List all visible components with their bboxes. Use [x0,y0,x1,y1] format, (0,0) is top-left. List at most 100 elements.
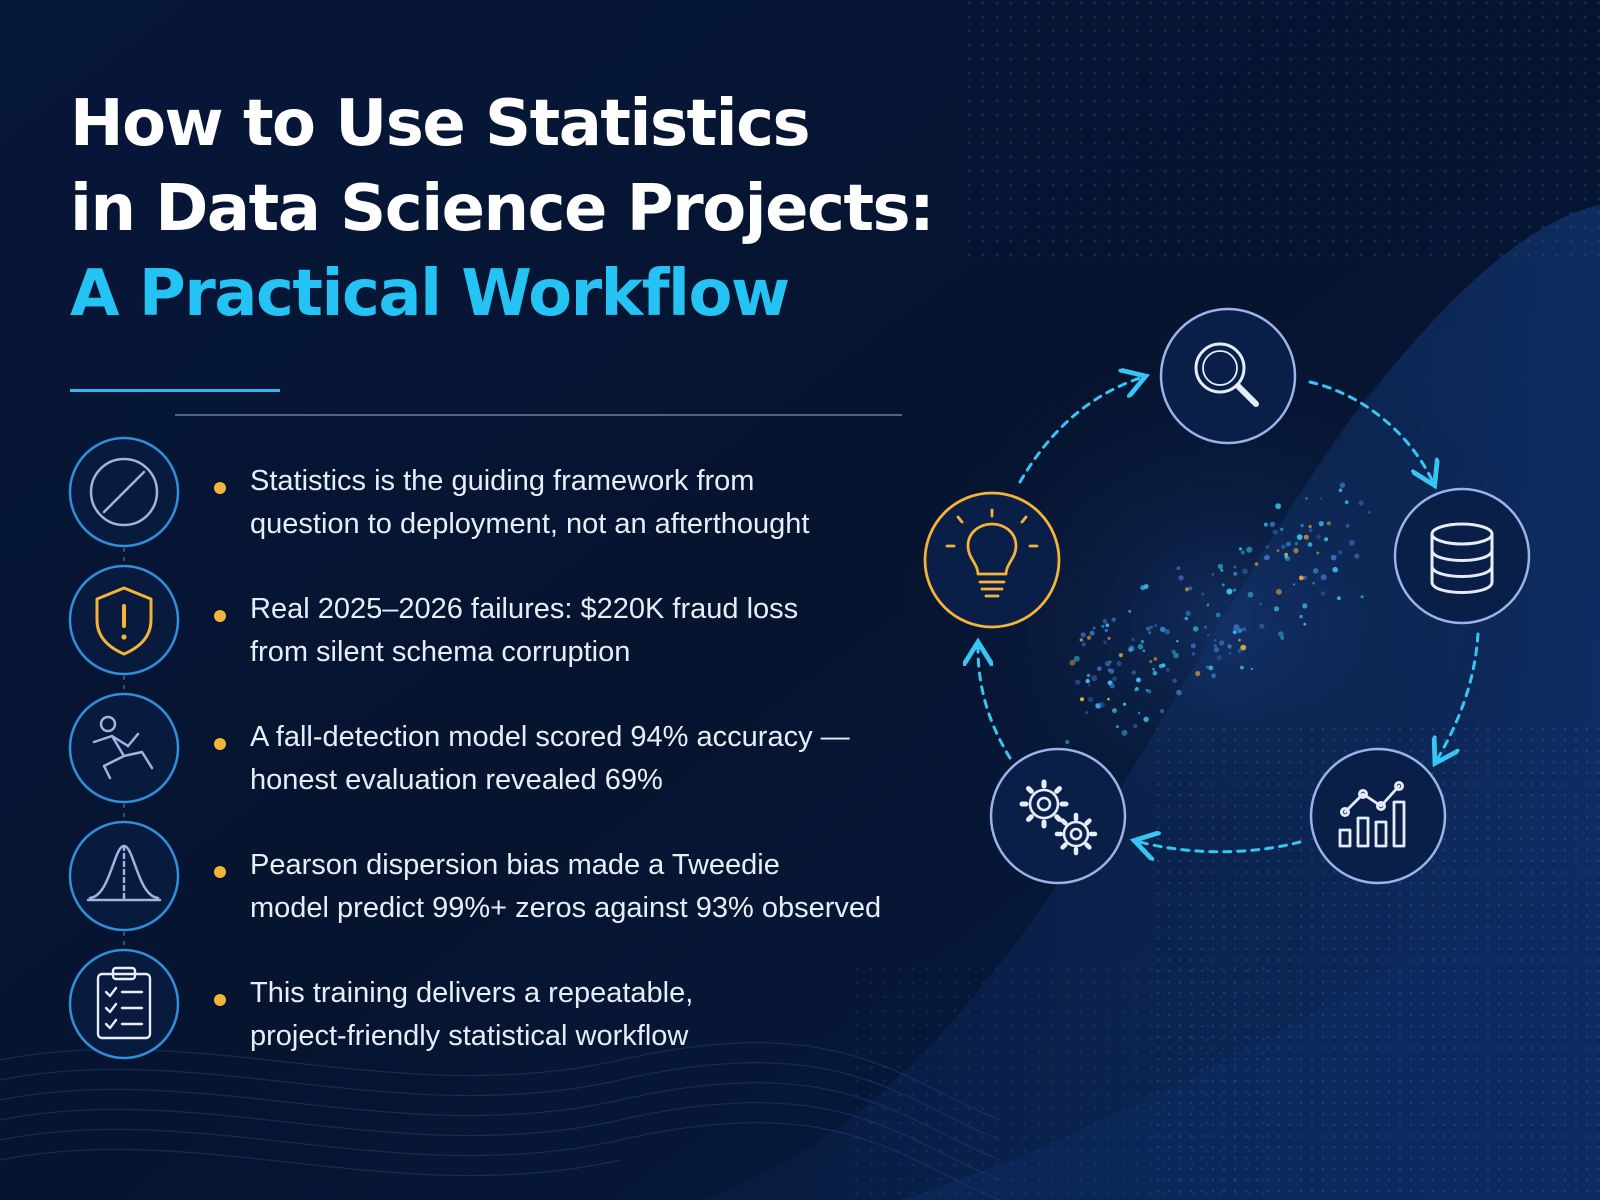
scatter-dot [1143,716,1149,722]
scatter-dot [1349,539,1355,546]
scatter-dot [1184,616,1189,621]
scatter-dot [1143,584,1149,589]
bullet-item-4: Pearson dispersion bias made a Tweedie m… [214,844,934,944]
scatter-dot [1087,683,1091,687]
scatter-dot [1285,541,1291,547]
cycle-arrow-3 [1438,632,1480,758]
scatter-dot [1276,549,1280,552]
scatter-dot [1240,665,1244,670]
scatter-dot [1250,667,1254,671]
scatter-dot [1312,581,1315,585]
scatter-dot [1345,524,1350,528]
bullet-dot [214,610,226,622]
scatter-dot [1242,627,1247,632]
scatter-dot [1176,566,1181,571]
scatter-dot [1358,500,1364,506]
scatter-dot [1211,673,1216,678]
scatter-dot [1121,729,1128,736]
scatter-dot [1073,655,1080,662]
bullet-item-2: Real 2025–2026 failures: $220K fraud los… [214,588,934,688]
scatter-dot [1191,652,1196,656]
scatter-dot [1104,628,1109,633]
scatter-dot [1105,623,1110,628]
scatter-dot [1208,665,1214,671]
scatter-dot [1137,711,1141,715]
scatter-dot [1236,630,1239,634]
database-icon [1393,487,1531,625]
scatter-dot [1089,630,1095,636]
scatter-dot [1080,697,1084,702]
bullet-1-line-2: question to deployment, not an afterthou… [250,508,810,540]
scatter-dot [1273,606,1280,612]
bullet-2-line-1: Real 2025–2026 failures: $220K fraud los… [250,593,799,625]
bullet-3-line-2: honest evaluation revealed 69% [250,764,663,796]
bullet-text-5: This training delivers a repeatable, pro… [250,972,940,1058]
scatter-dot [1136,677,1141,683]
title-line-3: A Practical Workflow [70,257,790,331]
scatter-dot [1337,596,1341,601]
scatter-dot [1272,529,1278,535]
scatter-dot [1215,612,1221,618]
scatter-dot [1239,547,1242,551]
scatter-dot [1217,563,1223,570]
bullet-1-line-1: Statistics is the guiding framework from [250,465,755,497]
scatter-dot [1259,623,1265,629]
scatter-dot [1091,675,1098,682]
magnifier-icon [1159,307,1297,445]
scatter-dot [1303,534,1309,540]
bullet-dot [214,482,226,494]
title-accent-underline [70,389,280,392]
scatter-dot [1219,640,1225,646]
scatter-dot [1176,689,1182,696]
scatter-dot [1176,640,1179,643]
scatter-dot [1206,633,1210,637]
scatter-dot [1111,617,1116,622]
bullet-3-line-1: A fall-detection model scored 94% accura… [250,721,850,753]
scatter-dot [1296,534,1303,540]
scatter-dot [1367,510,1371,514]
scatter-dot [1148,631,1152,635]
scatter-dot [1102,619,1108,624]
bullet-5-line-2: project-friendly statistical workflow [250,1020,689,1052]
scatter-dot [1269,521,1276,527]
scatter-dot [1081,642,1086,647]
scatter-dot [1075,679,1081,685]
scatter-dot [1159,626,1166,633]
scatter-dot [1326,521,1331,526]
scatter-dot [1137,643,1144,650]
scatter-dot [1259,603,1262,606]
cycle-arrow-2 [1308,380,1432,480]
scatter-dot [1246,546,1253,553]
scatter-dot [1332,566,1338,573]
scatter-dot [1213,644,1217,648]
scatter-dot [1320,574,1327,581]
scatter-dot [1294,542,1298,546]
scatter-dot [1265,545,1269,549]
scatter-dot [1152,670,1158,676]
bullet-4-line-2: model predict 99%+ zeros against 93% obs… [250,892,882,924]
scatter-dot [1298,575,1304,581]
scatter-dot [1142,649,1146,652]
scatter-dot [1171,649,1176,655]
scatter-dot [1149,660,1153,663]
scatter-dot [1302,603,1308,609]
scatter-dot [1069,659,1076,666]
scatter-dot [1227,644,1232,649]
scatter-dot [1233,571,1238,576]
scatter-dot [1360,595,1364,599]
scatter-dot [1086,635,1092,640]
bullet-4-line-1: Pearson dispersion bias made a Tweedie [250,849,780,881]
scatter-dot [1172,678,1177,683]
scatter-dot [1122,702,1127,706]
scatter-dot [1161,663,1166,668]
scatter-dot [1316,551,1320,555]
scatter-dot [1232,625,1238,631]
scatter-dot [1147,689,1152,694]
scatter-dot [1099,701,1105,708]
scatter-dot [1188,586,1193,591]
scatter-dot [1232,630,1237,635]
scatter-dot [1318,521,1324,527]
bullet-text-4: Pearson dispersion bias made a Tweedie m… [250,844,940,930]
scatter-dot [1205,665,1210,669]
